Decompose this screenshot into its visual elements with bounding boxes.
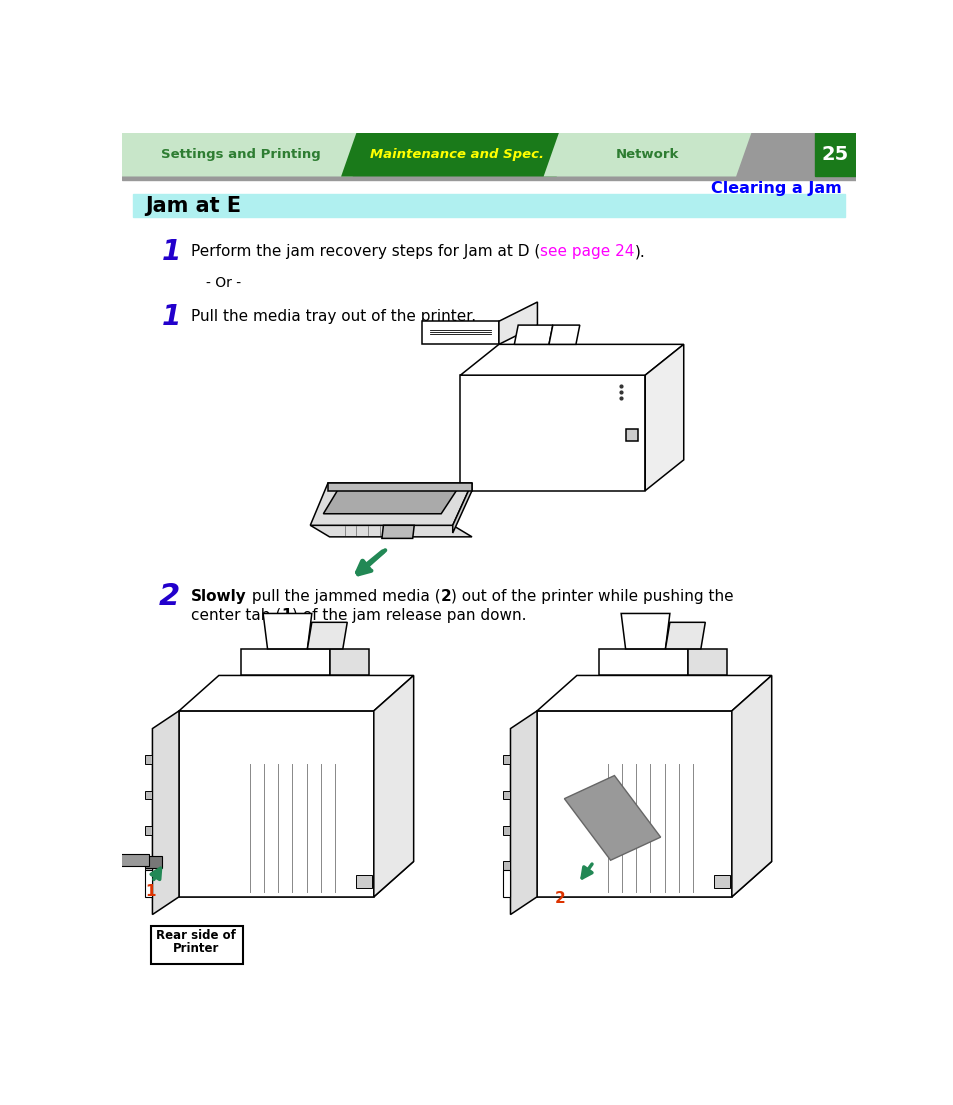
Text: 1: 1 bbox=[281, 608, 292, 623]
Polygon shape bbox=[121, 133, 368, 177]
Polygon shape bbox=[503, 871, 510, 897]
Text: Jam at E: Jam at E bbox=[145, 196, 240, 215]
Polygon shape bbox=[714, 875, 729, 888]
Text: center tab (: center tab ( bbox=[191, 608, 281, 623]
Polygon shape bbox=[687, 649, 727, 675]
Text: Clearing a Jam: Clearing a Jam bbox=[710, 180, 841, 196]
Polygon shape bbox=[421, 322, 498, 345]
Polygon shape bbox=[117, 854, 149, 866]
Polygon shape bbox=[145, 825, 152, 835]
Text: see page 24: see page 24 bbox=[539, 244, 634, 260]
Polygon shape bbox=[644, 345, 683, 491]
Polygon shape bbox=[503, 790, 510, 799]
Polygon shape bbox=[145, 755, 152, 764]
Text: Network: Network bbox=[616, 148, 679, 161]
Text: 2: 2 bbox=[440, 589, 451, 604]
Text: Pull the media tray out of the printer.: Pull the media tray out of the printer. bbox=[191, 309, 476, 324]
Polygon shape bbox=[145, 871, 152, 897]
Polygon shape bbox=[503, 862, 510, 871]
Text: ).: ). bbox=[634, 244, 644, 260]
Polygon shape bbox=[145, 790, 152, 799]
Text: Rear side of: Rear side of bbox=[156, 929, 236, 943]
Polygon shape bbox=[241, 649, 329, 675]
Text: Slowly: Slowly bbox=[191, 589, 247, 604]
Polygon shape bbox=[453, 483, 472, 533]
Text: ) of the jam release pan down.: ) of the jam release pan down. bbox=[292, 608, 526, 623]
Polygon shape bbox=[598, 649, 687, 675]
Polygon shape bbox=[564, 776, 659, 861]
Polygon shape bbox=[543, 133, 751, 177]
Text: Perform the jam recovery steps for Jam at D (: Perform the jam recovery steps for Jam a… bbox=[191, 244, 539, 260]
Polygon shape bbox=[537, 675, 771, 711]
Polygon shape bbox=[503, 825, 510, 835]
Polygon shape bbox=[625, 429, 637, 441]
Bar bbox=[121, 133, 856, 180]
Text: 2: 2 bbox=[158, 582, 180, 611]
Polygon shape bbox=[381, 525, 414, 538]
Text: 1: 1 bbox=[146, 884, 156, 898]
Text: ) out of the printer while pushing the: ) out of the printer while pushing the bbox=[451, 589, 733, 604]
Polygon shape bbox=[179, 862, 414, 897]
Polygon shape bbox=[460, 376, 644, 491]
Polygon shape bbox=[179, 675, 414, 711]
Text: Printer: Printer bbox=[172, 943, 219, 956]
Polygon shape bbox=[341, 133, 572, 177]
Polygon shape bbox=[145, 856, 161, 867]
Polygon shape bbox=[328, 483, 472, 491]
Polygon shape bbox=[310, 525, 472, 537]
Text: 25: 25 bbox=[821, 145, 848, 164]
Text: Maintenance and Spec.: Maintenance and Spec. bbox=[369, 148, 543, 161]
Text: 1: 1 bbox=[161, 303, 181, 330]
Polygon shape bbox=[537, 711, 731, 897]
Polygon shape bbox=[145, 862, 152, 871]
Text: pull the jammed media (: pull the jammed media ( bbox=[247, 589, 440, 604]
Polygon shape bbox=[731, 675, 771, 897]
Polygon shape bbox=[355, 875, 372, 888]
Polygon shape bbox=[323, 484, 460, 514]
Polygon shape bbox=[514, 325, 552, 345]
Polygon shape bbox=[152, 711, 179, 915]
Polygon shape bbox=[510, 711, 537, 915]
Polygon shape bbox=[310, 483, 472, 525]
Bar bbox=[133, 194, 843, 218]
Polygon shape bbox=[537, 862, 771, 897]
Polygon shape bbox=[620, 613, 669, 649]
Polygon shape bbox=[263, 613, 312, 649]
Text: Settings and Printing: Settings and Printing bbox=[161, 148, 320, 161]
FancyBboxPatch shape bbox=[151, 926, 242, 965]
Polygon shape bbox=[665, 622, 704, 649]
Bar bbox=[814, 133, 856, 177]
Polygon shape bbox=[374, 675, 414, 897]
Polygon shape bbox=[307, 622, 347, 649]
Polygon shape bbox=[329, 649, 369, 675]
Polygon shape bbox=[460, 345, 683, 376]
Polygon shape bbox=[548, 325, 579, 345]
Polygon shape bbox=[503, 755, 510, 764]
Text: - Or -: - Or - bbox=[206, 276, 241, 290]
Polygon shape bbox=[179, 711, 374, 897]
Polygon shape bbox=[498, 302, 537, 345]
Text: 2: 2 bbox=[555, 892, 565, 906]
Text: 1: 1 bbox=[161, 238, 181, 266]
